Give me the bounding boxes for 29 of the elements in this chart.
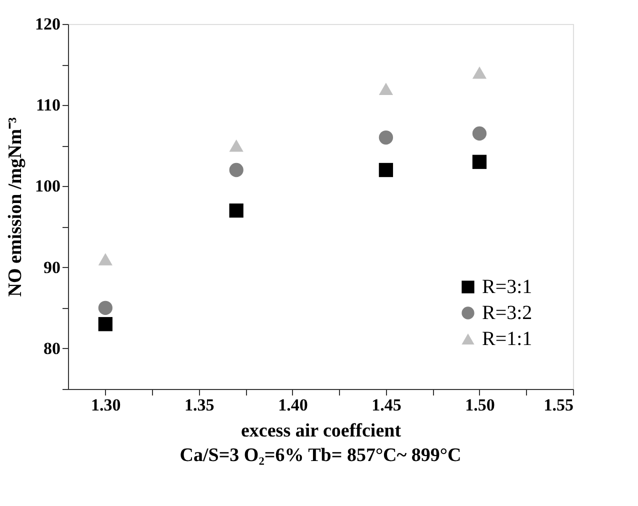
y-tick-label: 120	[35, 14, 60, 34]
x-tick-label: 1.55	[544, 396, 574, 414]
point	[472, 154, 487, 169]
point	[98, 253, 112, 266]
point	[378, 82, 394, 96]
x-tick-label: 1.50	[465, 396, 495, 414]
y-tick-label: 80	[44, 338, 60, 358]
point	[229, 140, 244, 152]
text: Ca/S=3 O₂=6% Tb= 857°C~ 899°C	[180, 445, 462, 466]
x-tick-label: 1.45	[372, 396, 402, 414]
legend-label: R=3:1	[482, 276, 532, 298]
point	[229, 162, 244, 178]
point	[378, 162, 394, 178]
legend-label: R=1:1	[482, 328, 532, 350]
x-tick-label: 1.30	[91, 396, 121, 414]
legend-label: R=3:2	[482, 302, 532, 324]
x-axis-title: excess air coeffcient	[240, 420, 402, 442]
y-axis-title: NO emission /mgNm⁻³	[5, 116, 26, 297]
y-tick-label: 100	[35, 176, 60, 196]
point	[98, 300, 112, 315]
point	[98, 317, 112, 332]
y-tick-label: 110	[36, 96, 60, 115]
point	[229, 203, 244, 218]
point	[472, 66, 487, 79]
point	[378, 130, 394, 145]
x-tick-label: 1.40	[278, 396, 308, 414]
x-tick-label: 1.35	[184, 396, 214, 414]
y-tick-label: 90	[44, 258, 60, 277]
point	[472, 126, 487, 141]
